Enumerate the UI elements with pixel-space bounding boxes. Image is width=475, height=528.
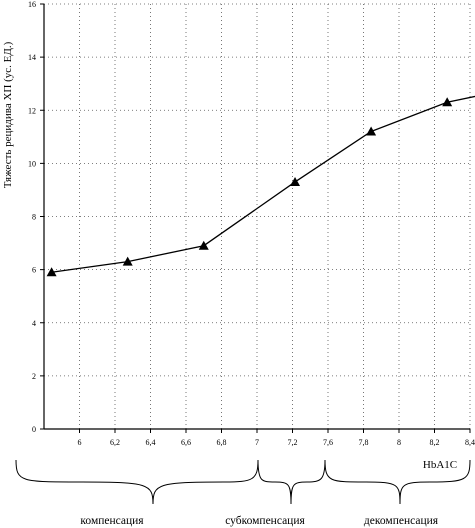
y-tick-label: 6 bbox=[32, 266, 36, 275]
data-point-marker bbox=[122, 256, 133, 266]
data-point-marker bbox=[198, 240, 209, 250]
y-tick-label: 12 bbox=[28, 106, 36, 115]
zone-label-subcompensation: субкомпенсация bbox=[225, 515, 305, 527]
y-axis-title: Тяжесть рецидива ХП (ус. ЕД.) bbox=[2, 41, 14, 188]
zone-label-decompensation: декомпенсация bbox=[364, 515, 439, 527]
data-point-marker bbox=[366, 126, 377, 136]
y-tick-label: 2 bbox=[32, 372, 36, 381]
x-tick-label: 6,6 bbox=[181, 438, 191, 447]
x-tick-label: 6,2 bbox=[110, 438, 120, 447]
x-tick-label: 7 bbox=[255, 438, 259, 447]
y-tick-label: 14 bbox=[28, 53, 36, 62]
x-axis-title: HbA1C bbox=[423, 459, 457, 471]
zone-brace-compensation bbox=[15, 459, 259, 505]
x-tick-label: 6,4 bbox=[146, 438, 156, 447]
zone-braces bbox=[15, 459, 471, 505]
data-point-marker bbox=[46, 267, 57, 277]
x-tick-label: 6 bbox=[78, 438, 82, 447]
y-tick-label: 10 bbox=[28, 159, 36, 168]
y-tick-label: 4 bbox=[32, 319, 36, 328]
zone-brace-decompensation bbox=[324, 459, 471, 505]
x-axis-ticks: 6 6,2 6,4 6,6 6,8 7 7,2 7,6 7,8 8 8,2 8,4 bbox=[78, 429, 475, 447]
x-tick-label: 7,8 bbox=[359, 438, 369, 447]
series bbox=[46, 95, 475, 277]
y-tick-label: 8 bbox=[32, 213, 36, 222]
series-line bbox=[51, 95, 475, 273]
x-tick-label: 8 bbox=[397, 438, 401, 447]
x-tick-label: 8,4 bbox=[465, 438, 475, 447]
zone-brace-subcompensation bbox=[257, 459, 326, 505]
zone-label-compensation: компенсация bbox=[80, 515, 144, 527]
grid bbox=[44, 3, 471, 429]
x-tick-label: 8,2 bbox=[430, 438, 440, 447]
data-point-marker bbox=[442, 97, 453, 107]
y-tick-label: 16 bbox=[28, 0, 36, 9]
y-axis-ticks: 0 2 4 6 8 10 12 14 16 bbox=[28, 0, 44, 434]
x-tick-label: 7,2 bbox=[288, 438, 298, 447]
y-tick-label: 0 bbox=[32, 425, 36, 434]
x-tick-label: 6,8 bbox=[217, 438, 227, 447]
data-point-marker bbox=[290, 176, 301, 186]
x-tick-label: 7,6 bbox=[323, 438, 333, 447]
